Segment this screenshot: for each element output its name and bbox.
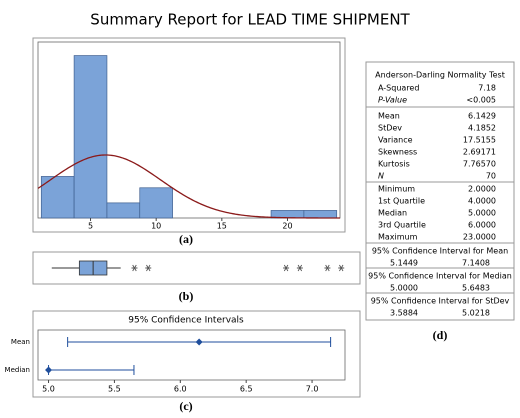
x-tick-label: 6.5 <box>240 385 253 394</box>
stat-label: Maximum <box>378 233 418 242</box>
outlier <box>338 264 345 272</box>
stat-value: 4.1852 <box>468 124 496 133</box>
x-tick-label: 10 <box>151 222 161 231</box>
stat-value: 7.18 <box>478 84 496 93</box>
x-tick-label: 5.0 <box>42 385 55 394</box>
interval-high: 7.1408 <box>462 259 490 268</box>
stat-value: 2.0000 <box>468 185 496 194</box>
stat-label: P-Value <box>378 96 407 105</box>
histogram-bar <box>73 55 108 219</box>
caption: (c) <box>179 399 192 413</box>
x-tick-label: 7.0 <box>306 385 319 394</box>
caption: (b) <box>179 289 194 303</box>
x-tick-label: 6.0 <box>174 385 187 394</box>
outlier <box>296 264 303 272</box>
stat-label: A-Squared <box>378 84 419 93</box>
x-tick-label: 15 <box>217 222 227 231</box>
stat-value: 2.69171 <box>463 148 496 157</box>
caption: (d) <box>433 328 448 342</box>
stat-label: StDev <box>378 124 402 133</box>
outlier <box>283 264 290 272</box>
interval-plot-area <box>37 329 346 381</box>
histogram-bar <box>303 210 338 219</box>
interval-low: 5.0000 <box>390 284 418 293</box>
stat-value: <0.005 <box>466 96 496 105</box>
stats-heading: Anderson-Darling Normality Test <box>375 71 505 80</box>
stats-frame <box>365 61 515 321</box>
interval-low: 5.1449 <box>390 259 418 268</box>
interval-title: 95% Confidence Intervals <box>128 316 244 326</box>
stat-label: N <box>378 172 384 181</box>
normal-fit-curve <box>37 154 340 219</box>
caption: (a) <box>179 232 193 246</box>
x-tick-label: 5 <box>88 222 93 231</box>
outlier <box>131 264 138 272</box>
stat-value: 6.1429 <box>468 112 496 121</box>
stat-label: 1st Quartile <box>378 197 425 206</box>
stat-label: Variance <box>378 136 413 145</box>
interval-high: 5.0218 <box>462 309 490 318</box>
interval-heading: 95% Confidence Interval for Median <box>368 272 512 281</box>
stat-value: 4.0000 <box>468 197 496 206</box>
stat-label: Minimum <box>378 185 415 194</box>
stat-value: 5.0000 <box>468 209 496 218</box>
estimate-point <box>45 366 53 374</box>
histogram-bar <box>106 202 141 219</box>
interval-heading: 95% Confidence Interval for Mean <box>372 247 508 256</box>
outlier <box>145 264 152 272</box>
stat-label: Skewness <box>378 148 417 157</box>
histogram-plot-area <box>37 41 341 219</box>
y-tick-label: Mean <box>11 338 30 346</box>
stat-value: 70 <box>486 172 496 181</box>
report-title: Summary Report for LEAD TIME SHIPMENT <box>90 11 410 29</box>
histogram-bar <box>40 176 75 219</box>
stat-value: 17.5155 <box>463 136 496 145</box>
stat-value: 6.0000 <box>468 221 496 230</box>
stat-label: Median <box>378 209 407 218</box>
outlier <box>324 264 331 272</box>
interval-high: 5.6483 <box>462 284 490 293</box>
interval-frame <box>32 310 361 398</box>
estimate-point <box>195 338 203 346</box>
stat-value: 23.0000 <box>463 233 496 242</box>
y-tick-label: Median <box>5 366 30 374</box>
stat-label: Mean <box>378 112 400 121</box>
stat-label: 3rd Quartile <box>378 221 426 230</box>
x-tick-label: 5.5 <box>108 385 121 394</box>
interval-low: 3.5884 <box>390 309 418 318</box>
interval-heading: 95% Confidence Interval for StDev <box>371 297 510 306</box>
stat-value: 7.76570 <box>463 160 496 169</box>
x-tick-label: 20 <box>282 222 292 231</box>
stat-label: Kurtosis <box>378 160 410 169</box>
histogram-bar <box>139 187 173 219</box>
